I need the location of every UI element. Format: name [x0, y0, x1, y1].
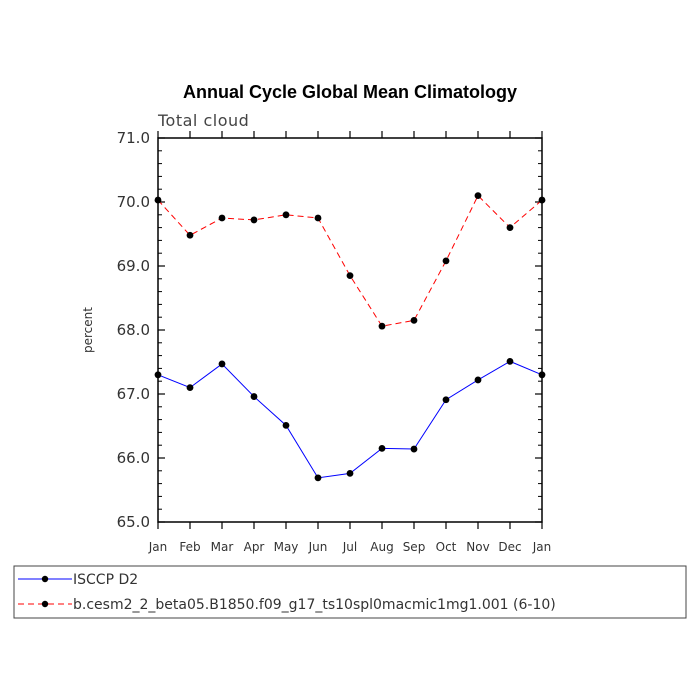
data-point-series-0-2 — [218, 360, 226, 368]
tick-marks — [157, 131, 543, 529]
x-tick-label: Aug — [370, 540, 393, 554]
data-point-series-1-6 — [346, 272, 354, 279]
data-point-series-0-5 — [314, 474, 322, 482]
data-point-series-0-6 — [346, 469, 354, 477]
data-point-series-1-2 — [218, 214, 226, 222]
data-point-series-1-11 — [506, 224, 514, 232]
x-tick-label: May — [274, 540, 299, 554]
data-point-series-1-4 — [282, 211, 290, 219]
series-line-1 — [157, 194, 543, 327]
x-tick-label: Jun — [308, 540, 328, 554]
data-point-series-1-5 — [314, 214, 322, 222]
x-tick-label: Jan — [148, 540, 168, 554]
chart-subtitle: Total cloud — [157, 111, 249, 130]
data-point-series-1-12 — [538, 196, 546, 204]
data-point-series-0-4 — [282, 421, 290, 429]
data-point-series-0-1 — [186, 384, 194, 391]
x-tick-label: Jan — [532, 540, 552, 554]
data-point-series-0-7 — [378, 445, 386, 452]
data-point-series-0-0 — [154, 371, 162, 379]
data-point-series-1-9 — [442, 257, 450, 265]
data-point-series-0-11 — [506, 357, 514, 365]
y-tick-label: 69.0 — [117, 257, 150, 275]
series-line-0 — [157, 360, 543, 479]
series-layer — [154, 192, 546, 482]
plot-frame — [157, 137, 543, 523]
y-tick-label: 67.0 — [117, 385, 150, 403]
x-tick-label: Nov — [466, 540, 489, 554]
legend-marker-isccp — [41, 575, 49, 583]
data-point-series-0-3 — [250, 393, 258, 400]
legend-label-isccp: ISCCP D2 — [73, 572, 138, 588]
y-tick-label: 68.0 — [117, 321, 150, 339]
y-tick-label: 71.0 — [117, 129, 150, 147]
x-tick-label: Dec — [498, 540, 521, 554]
data-point-series-1-3 — [250, 216, 258, 224]
data-point-series-1-1 — [186, 231, 194, 239]
data-point-series-0-9 — [442, 396, 450, 404]
y-tick-label: 70.0 — [117, 193, 150, 211]
x-tick-label: Sep — [403, 540, 426, 554]
chart-title: Annual Cycle Global Mean Climatology — [183, 82, 517, 102]
y-tick-labels: 65.0 66.0 67.0 68.0 69.0 70.0 71.0 — [117, 129, 150, 531]
x-tick-label: Oct — [436, 540, 457, 554]
data-point-series-0-12 — [538, 371, 546, 379]
y-tick-label: 65.0 — [117, 513, 150, 531]
x-tick-label: Apr — [244, 540, 265, 554]
legend-box — [13, 565, 687, 619]
y-axis-label: percent — [81, 307, 95, 353]
x-tick-labels: Jan Feb Mar Apr May Jun Jul Aug Sep Oct Nov Dec Jan — [148, 540, 552, 554]
x-tick-label: Feb — [179, 540, 200, 554]
data-point-series-1-8 — [410, 317, 418, 324]
y-tick-label: 66.0 — [117, 449, 150, 467]
legend-marker-cesm — [41, 600, 49, 608]
data-point-series-0-10 — [474, 376, 482, 384]
data-point-series-1-7 — [378, 322, 386, 330]
x-tick-label: Jul — [342, 540, 357, 554]
legend-label-cesm: b.cesm2_2_beta05.B1850.f09_g17_ts10spl0m… — [73, 597, 556, 613]
data-point-series-1-0 — [154, 196, 162, 204]
x-tick-label: Mar — [211, 540, 234, 554]
legend: ISCCP D2 b.cesm2_2_beta05.B1850.f09_g17_… — [13, 565, 687, 619]
data-point-series-0-8 — [410, 445, 418, 453]
data-point-series-1-10 — [474, 192, 482, 200]
